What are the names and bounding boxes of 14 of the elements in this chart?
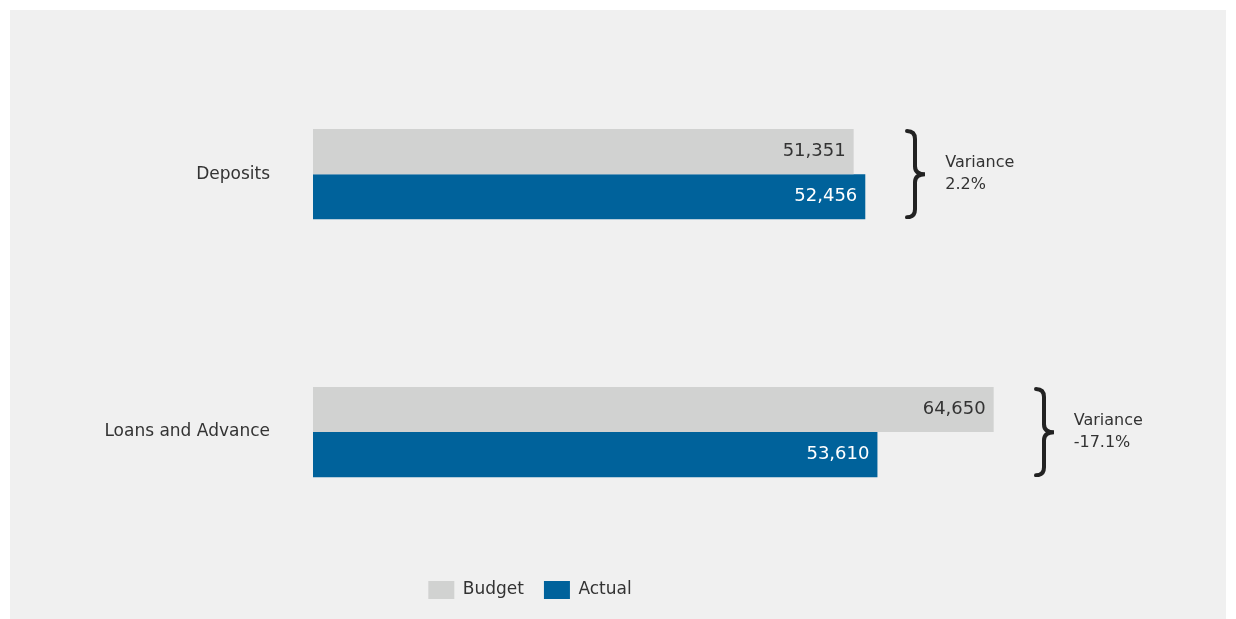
text: Variance -17.1% — [1073, 410, 1143, 452]
annotation: Variance 2.2% — [945, 152, 1015, 194]
y-tick-label: Loans and Advance — [104, 420, 270, 441]
y-tick-label: Deposits — [196, 162, 271, 183]
bar — [313, 432, 878, 478]
data-label: 52,456 — [794, 184, 858, 206]
data-label: 53,610 — [806, 442, 870, 464]
legend-label: Actual — [578, 578, 632, 599]
bar — [313, 174, 866, 220]
bar — [313, 386, 994, 433]
data-label: 64,650 — [922, 397, 986, 419]
bar — [313, 129, 854, 175]
legend-label: Budget — [462, 578, 525, 599]
data-label: 51,351 — [782, 139, 846, 161]
